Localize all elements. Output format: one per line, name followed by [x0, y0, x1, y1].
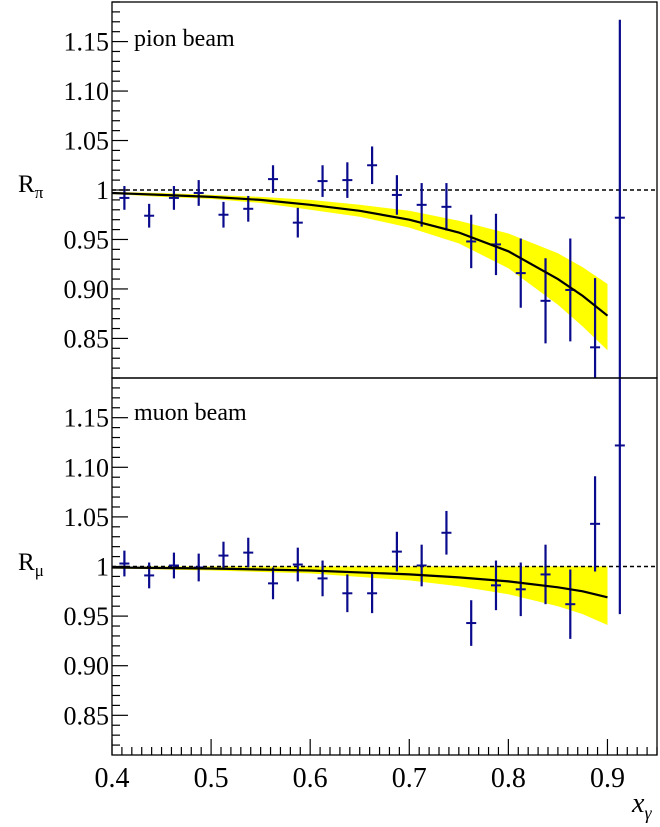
pion-data-point — [416, 183, 427, 227]
muon-y-axis-label-sub: μ — [35, 561, 44, 580]
pion-y-tick-label: 0.90 — [64, 275, 110, 304]
muon-y-tick-label: 0.90 — [64, 652, 110, 681]
pion-y-tick-label: 1.10 — [64, 77, 110, 106]
pion-y-tick-label: 0.85 — [64, 324, 110, 353]
muon-data-point — [168, 552, 179, 579]
muon-data-point — [218, 541, 229, 570]
muon-uncertainty-band — [112, 566, 608, 625]
muon-data-point — [144, 562, 155, 589]
x-tick-label: 0.6 — [293, 763, 328, 794]
muon-data-point — [590, 476, 601, 572]
pion-data-point — [515, 238, 526, 308]
muon-data-point — [565, 569, 576, 639]
pion-uncertainty-band — [112, 192, 608, 351]
muon-data-point — [441, 510, 452, 555]
muon-y-tick-label: 1.15 — [64, 404, 110, 433]
muon-data-point — [243, 537, 254, 568]
pion-data-point — [168, 186, 179, 210]
pion-y-axis-label: Rπ — [18, 171, 44, 202]
pion-y-tick-label: 1.15 — [64, 28, 110, 57]
muon-y-axis-label: Rμ — [18, 549, 44, 580]
pion-data-point — [268, 165, 279, 193]
pion-data-point — [144, 203, 155, 228]
muon-y-axis: 0.85 0.90 0.95 1 1.05 1.10 1.15 — [64, 377, 128, 746]
muon-data-point — [540, 544, 551, 605]
pion-data-point — [218, 201, 229, 228]
pion-data-point — [466, 214, 477, 269]
muon-y-tick-label: 1.05 — [64, 503, 110, 532]
muon-data-point — [391, 531, 402, 572]
pion-data-point — [614, 19, 625, 378]
pion-data-point — [441, 183, 452, 231]
muon-data-point — [490, 560, 501, 611]
muon-data-point — [292, 547, 303, 582]
x-tick-label: 0.5 — [194, 763, 229, 794]
x-axis-label-sub: γ — [644, 803, 652, 823]
muon-data-point — [342, 574, 353, 613]
pion-y-axis: 0.85 0.90 0.95 1 1.05 1.10 1.15 — [64, 1, 128, 369]
pion-data-point — [367, 146, 378, 185]
muon-y-tick-label: 1 — [96, 553, 109, 582]
pion-panel: 0.85 0.90 0.95 1 1.05 1.10 1.15 pion beam Rπ — [18, 1, 658, 379]
pion-data-point — [292, 207, 303, 238]
muon-data-point — [614, 378, 625, 615]
pion-fit-curve — [112, 191, 609, 317]
pion-y-axis-label-sub: π — [35, 183, 44, 202]
muon-data-point — [317, 560, 328, 597]
x-axis-label: xγ — [631, 788, 652, 823]
muon-panel-title: muon beam — [134, 400, 247, 426]
muon-fit-curve — [112, 566, 608, 599]
pion-data-point — [193, 180, 204, 206]
x-tick-label: 0.7 — [392, 763, 427, 794]
muon-data-point — [466, 600, 477, 646]
muon-data-point — [268, 567, 279, 600]
pion-data-point — [317, 165, 328, 197]
muon-data-point — [416, 544, 427, 587]
pion-data-point — [342, 162, 353, 198]
muon-panel: 0.85 0.90 0.95 1 1.05 1.10 1.15 muon beam Rμ — [18, 377, 658, 756]
x-tick-label: 0.4 — [95, 763, 130, 794]
muon-data-point — [119, 550, 130, 577]
x-tick-label: 0.8 — [491, 763, 526, 794]
x-tick-label: 0.9 — [590, 763, 625, 794]
pion-data-point — [590, 278, 601, 378]
x-axis: 0.4 0.5 0.6 0.7 0.8 0.9 — [95, 739, 658, 794]
muon-data-point — [515, 562, 526, 617]
pion-panel-title: pion beam — [134, 26, 235, 52]
muon-y-tick-label: 0.95 — [64, 602, 110, 631]
muon-y-tick-label: 0.85 — [64, 701, 110, 730]
pion-data-points — [119, 19, 625, 378]
pion-y-tick-label: 1 — [96, 176, 109, 205]
pion-y-tick-label: 1.05 — [64, 127, 110, 156]
muon-y-tick-label: 1.10 — [64, 453, 110, 482]
pion-data-point — [391, 175, 402, 215]
pion-y-tick-label: 0.95 — [64, 225, 110, 254]
muon-data-points — [119, 378, 625, 646]
muon-data-point — [367, 573, 378, 614]
